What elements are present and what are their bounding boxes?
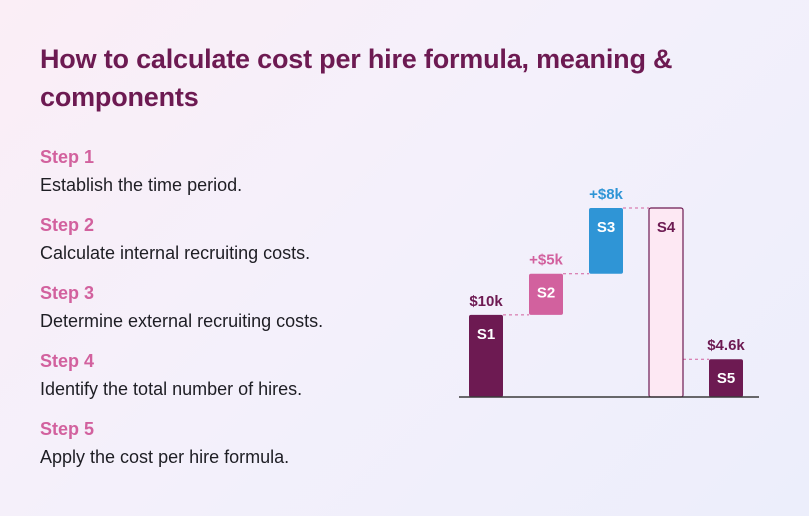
step-label: Step 5 (40, 419, 95, 439)
step-text: Identify the total number of hires. (40, 379, 303, 399)
step-item: Step 4 Identify the total number of hire… (40, 348, 440, 416)
step-label: Step 2 (40, 215, 95, 235)
data-label: $10k (469, 293, 503, 310)
bar-label: S3 (597, 219, 615, 236)
step-item: Step 5 Apply the cost per hire formula. (40, 416, 440, 484)
bar-s5 (709, 359, 743, 397)
data-label: +$5k (529, 252, 563, 269)
data-label: $4.6k (707, 337, 745, 354)
step-text: Determine external recruiting costs. (40, 311, 324, 331)
bar-s2 (529, 273, 563, 315)
bar-label: S2 (537, 285, 555, 302)
bar-s3 (589, 208, 623, 274)
step-label: Step 3 (40, 283, 95, 303)
step-item: Step 1 Establish the time period. (40, 144, 440, 212)
step-label: Step 1 (40, 147, 95, 167)
step-label: Step 4 (40, 351, 95, 371)
data-label: +$8k (589, 186, 623, 203)
bar-label: S1 (477, 326, 495, 343)
bar-s1 (469, 314, 503, 397)
step-text: Calculate internal recruiting costs. (40, 243, 311, 263)
step-item: Step 2 Calculate internal recruiting cos… (40, 212, 440, 280)
bar-label: S4 (657, 219, 676, 236)
step-text: Establish the time period. (40, 175, 243, 195)
steps-list: Step 1 Establish the time period. Step 2… (40, 144, 440, 484)
bar-label: S5 (717, 370, 735, 387)
step-text: Apply the cost per hire formula. (40, 447, 290, 467)
step-item: Step 3 Determine external recruiting cos… (40, 280, 440, 348)
bar-s4 (648, 207, 684, 398)
page-title: How to calculate cost per hire formula, … (40, 44, 673, 112)
